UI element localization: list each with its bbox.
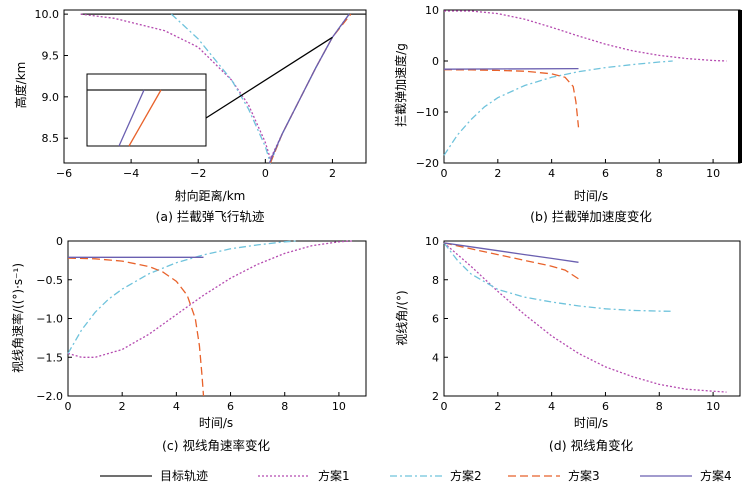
y-tick-label: 6 [432,313,439,326]
y-tick-label: −2.0 [36,390,63,403]
y-tick-label: −1.0 [36,313,63,326]
inset-scheme4-line [118,89,145,147]
y-tick-label: −0.5 [36,274,63,287]
y-tick-label: 4 [432,351,439,364]
legend: 目标轨迹 方案1 方案2 方案3 方案4 [100,468,732,483]
x-tick-label: 6 [227,400,234,413]
plot-frame [443,240,741,397]
panel-d-caption: (d) 视线角变化 [549,438,634,453]
y-tick-label: 2 [432,390,439,403]
series-line-方案3 [443,69,580,128]
x-tick-label: 8 [656,167,663,180]
panel-a-caption: (a) 拦截弹飞行轨迹 [156,209,265,224]
panel-c-xlabel: 时间/s [199,416,233,430]
y-tick-label: 9.0 [42,91,60,104]
x-tick-label: 6 [602,400,609,413]
series-line-方案1 [80,13,350,161]
series-line-方案3 [269,13,352,164]
y-tick-label: 0 [56,235,63,248]
x-tick-label: −2 [190,167,206,180]
y-tick-label: −1.5 [36,351,63,364]
y-tick-label: −20 [416,157,439,170]
x-tick-label: 4 [548,400,555,413]
x-tick-label: 10 [706,400,720,413]
panel-a-xlabel: 射向距离/km [175,188,246,203]
y-tick-label: 9.5 [42,49,60,62]
panel-a: 射向距离/km 高度/km (a) 拦截弹飞行轨迹 −6 −4 −2 0 2 8.5 9.0… [13,8,367,224]
x-tick-label: 2 [494,167,501,180]
panel-b-xlabel: 时间/s [574,189,608,203]
inset-pointer-line [205,36,333,119]
x-tick-label: 8 [281,400,288,413]
x-tick-label: 2 [119,400,126,413]
panel-c-ylabel: 视线角速率/((°)·s⁻¹) [10,263,25,373]
plot-frame [63,9,367,164]
x-tick-label: 0 [441,167,448,180]
x-tick-label: 10 [706,167,720,180]
series-line-方案2 [67,240,299,354]
series-line-方案1 [444,10,727,62]
series-line-方案2 [443,60,673,156]
legend-label-scheme1: 方案1 [318,468,350,483]
x-tick-label: 0 [262,167,269,180]
y-tick-label: −10 [416,106,439,119]
x-tick-label: 0 [441,400,448,413]
x-tick-label: 2 [329,167,336,180]
panel-c: 时间/s 视线角速率/((°)·s⁻¹) (c) 视线角速率变化 0 2 4 6 8 10… [10,235,367,453]
series-line-方案1 [443,242,727,393]
legend-label-target: 目标轨迹 [160,469,208,483]
x-tick-label: −4 [123,167,139,180]
x-tick-label: −6 [56,167,72,180]
series-line-方案3 [67,257,205,397]
x-tick-label: 0 [65,400,72,413]
y-tick-label: 8.5 [42,132,60,145]
panel-d-ylabel: 视线角/(°) [394,290,409,345]
legend-label-scheme3: 方案3 [568,468,600,483]
y-tick-label: 10 [425,4,439,17]
plot-frame [67,240,367,397]
series-line-方案4 [443,242,579,263]
x-tick-label: 2 [494,400,501,413]
plot-frame [443,9,741,164]
panel-b-ylabel: 拦截弹加速度/g [393,43,408,127]
inset-box [86,73,207,147]
series-line-方案3 [443,242,579,280]
panel-a-ylabel: 高度/km [13,62,28,109]
y-tick-label: 8 [432,274,439,287]
panel-d-xlabel: 时间/s [574,416,608,430]
x-tick-label: 4 [173,400,180,413]
legend-label-scheme4: 方案4 [700,468,732,483]
x-tick-label: 4 [548,167,555,180]
legend-label-scheme2: 方案2 [450,468,482,483]
panel-b: 时间/s 拦截弹加速度/g (b) 拦截弹加速度变化 0 2 4 6 8 10 −20 −10… [393,4,742,224]
inset-scheme3-line [128,89,162,147]
panel-b-caption: (b) 拦截弹加速度变化 [530,209,652,224]
x-tick-label: 8 [656,400,663,413]
x-tick-label: 6 [602,167,609,180]
series-line-方案2 [443,242,673,312]
y-tick-label: 0 [432,55,439,68]
y-tick-label: 10 [425,235,439,248]
panel-c-caption: (c) 视线角速率变化 [162,438,271,453]
x-tick-label: 10 [332,400,346,413]
series-line-方案4 [443,67,579,70]
y-tick-label: 10.0 [35,8,60,21]
series-line-方案4 [268,13,350,164]
series-line-方案1 [67,240,353,358]
